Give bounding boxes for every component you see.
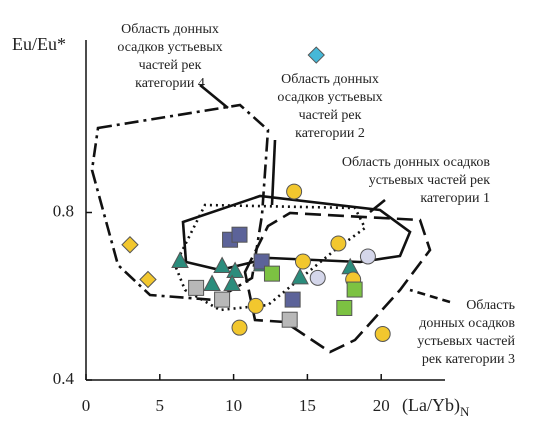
point bbox=[231, 226, 248, 243]
point bbox=[346, 281, 363, 298]
region-1 bbox=[181, 194, 412, 272]
annotation: устьевых частей рек bbox=[369, 173, 490, 188]
point bbox=[247, 297, 264, 314]
x-axis-title-sub: N bbox=[460, 404, 470, 419]
annotation: категории 1 bbox=[420, 191, 490, 206]
y-tick-label: 0.8 bbox=[53, 201, 74, 220]
point bbox=[171, 251, 189, 268]
x-axis-title-main: (La/Yb) bbox=[402, 395, 460, 416]
y-tick-label: 0.4 bbox=[53, 369, 75, 388]
annotation: устьевых частей bbox=[417, 334, 515, 349]
annotation: рек категории 3 bbox=[422, 352, 515, 367]
point bbox=[203, 274, 221, 292]
point bbox=[188, 279, 205, 296]
annotation: Область донных осадков bbox=[342, 155, 490, 170]
point bbox=[359, 248, 376, 265]
point bbox=[253, 253, 270, 270]
point bbox=[213, 256, 231, 274]
point bbox=[286, 183, 303, 200]
y-axis-title: Eu/Eu* bbox=[12, 34, 66, 54]
point bbox=[214, 291, 231, 308]
arrow-1 bbox=[369, 198, 386, 214]
annotation: частей рек bbox=[299, 108, 362, 123]
arrow-2 bbox=[270, 139, 277, 206]
x-tick-label: 0 bbox=[82, 396, 91, 415]
x-tick-label: 15 bbox=[299, 396, 316, 415]
point bbox=[309, 269, 326, 286]
x-axis-title: (La/Yb)N bbox=[402, 395, 470, 419]
point bbox=[139, 270, 157, 289]
region-3 bbox=[243, 211, 432, 354]
x-tick-label: 5 bbox=[156, 396, 165, 415]
arrow-3 bbox=[409, 288, 451, 304]
point bbox=[121, 236, 139, 254]
x-tick-label: 10 bbox=[225, 396, 242, 415]
point bbox=[307, 46, 325, 64]
point bbox=[374, 325, 391, 342]
regions bbox=[90, 83, 451, 354]
arrow-4 bbox=[199, 83, 229, 110]
annotation: Область донных bbox=[281, 72, 379, 87]
annotation: категории 4 bbox=[135, 76, 205, 91]
annotation: частей рек bbox=[139, 58, 202, 73]
point bbox=[263, 265, 280, 282]
annotation: осадков устьевых bbox=[277, 90, 382, 105]
annotation: категории 2 bbox=[295, 126, 365, 141]
point bbox=[226, 261, 244, 279]
point bbox=[284, 291, 301, 308]
point bbox=[330, 235, 347, 252]
annotation: Область bbox=[466, 298, 515, 313]
point bbox=[281, 311, 298, 328]
annotation: Область донных bbox=[121, 22, 219, 37]
x-tick-label: 20 bbox=[373, 396, 390, 415]
point bbox=[223, 274, 241, 292]
point bbox=[294, 253, 311, 270]
annotation: осадков устьевых bbox=[117, 40, 222, 55]
point bbox=[291, 267, 309, 285]
annotation: донных осадков bbox=[419, 316, 515, 331]
point bbox=[231, 319, 248, 336]
point bbox=[336, 299, 353, 316]
